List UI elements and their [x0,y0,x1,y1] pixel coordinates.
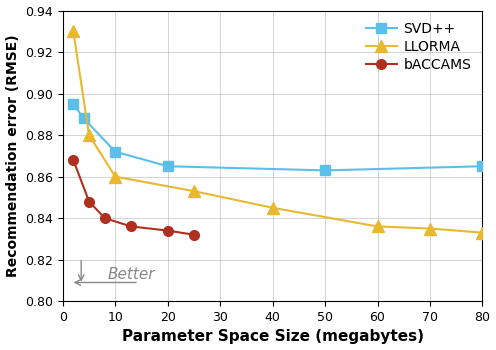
bACCAMS [86,199,92,204]
SVD++ [112,149,118,154]
bACCAMS [102,216,108,220]
SVD++ [480,164,486,168]
bACCAMS [70,158,76,162]
SVD++ [322,168,328,173]
bACCAMS [165,229,171,233]
X-axis label: Parameter Space Size (megabytes): Parameter Space Size (megabytes) [122,329,424,344]
bACCAMS [191,233,197,237]
LLORMA [86,133,92,137]
bACCAMS [128,224,134,229]
LLORMA [427,226,433,231]
Y-axis label: Recommendation error (RMSE): Recommendation error (RMSE) [5,35,19,277]
LLORMA [480,231,486,235]
SVD++ [81,117,87,121]
LLORMA [374,224,380,229]
Text: Better: Better [108,267,155,282]
Line: LLORMA: LLORMA [68,26,488,238]
LLORMA [270,206,276,210]
SVD++ [165,164,171,168]
Legend: SVD++, LLORMA, bACCAMS: SVD++, LLORMA, bACCAMS [362,18,476,76]
SVD++ [70,102,76,106]
Line: SVD++: SVD++ [68,99,487,175]
LLORMA [70,29,76,33]
LLORMA [191,189,197,193]
LLORMA [112,175,118,179]
Line: bACCAMS: bACCAMS [68,155,199,240]
